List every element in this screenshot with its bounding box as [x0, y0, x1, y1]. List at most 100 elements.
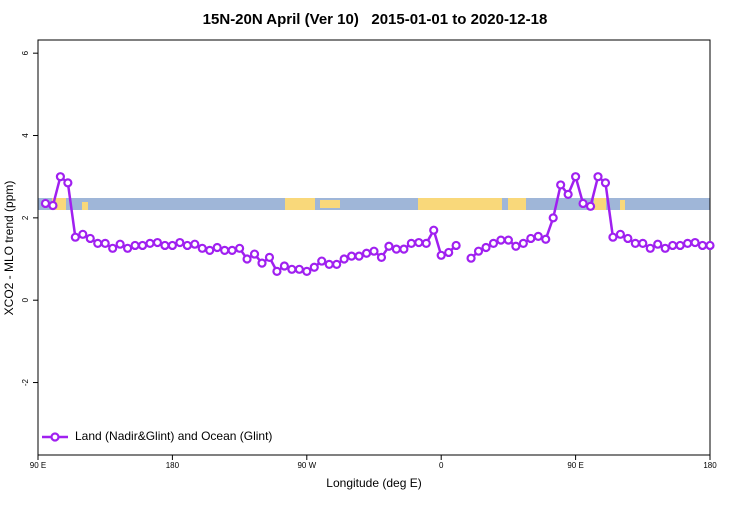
x-tick-label: 0: [439, 461, 444, 470]
point: [369, 246, 379, 256]
point: [541, 234, 551, 244]
point: [414, 237, 424, 248]
point: [302, 266, 312, 276]
point: [212, 242, 222, 253]
point: [130, 240, 140, 251]
point: [93, 238, 103, 248]
point: [444, 247, 454, 258]
point: [115, 239, 125, 249]
point: [294, 264, 304, 274]
point: [85, 233, 95, 244]
point: [429, 225, 439, 235]
point: [55, 172, 66, 182]
point: [675, 240, 685, 251]
legend-marker: [50, 432, 60, 442]
point: [287, 264, 297, 274]
land-ocean-strip: [38, 198, 710, 210]
point: [100, 238, 110, 248]
point: [361, 248, 372, 258]
ocean-band: [38, 198, 710, 210]
point: [137, 240, 148, 251]
point: [638, 238, 648, 248]
point: [481, 242, 491, 253]
land-patch: [418, 198, 502, 210]
point: [421, 238, 431, 248]
point: [600, 178, 611, 188]
point: [324, 259, 334, 269]
point: [653, 239, 663, 249]
point: [608, 232, 618, 242]
point: [235, 243, 245, 253]
point: [436, 250, 446, 260]
point: [451, 240, 461, 251]
point: [578, 198, 588, 209]
point: [496, 235, 506, 245]
point: [40, 198, 51, 209]
land-patch: [508, 198, 526, 210]
point: [399, 244, 409, 254]
point: [645, 243, 655, 253]
x-tick-label: 90 E: [567, 461, 583, 470]
point: [182, 240, 192, 251]
point: [220, 245, 230, 255]
point: [705, 240, 715, 251]
point: [227, 245, 237, 255]
land-patch: [82, 202, 88, 210]
point: [190, 239, 200, 249]
point: [354, 251, 364, 261]
point: [317, 256, 327, 266]
point: [264, 252, 275, 262]
land-patch: [620, 200, 625, 210]
land-patch: [594, 198, 606, 210]
point: [48, 200, 58, 211]
point: [511, 241, 521, 251]
point: [376, 252, 387, 262]
point: [518, 238, 528, 248]
point: [167, 240, 177, 251]
y-axis-label: XCO2 - MLO trend (ppm): [2, 181, 16, 316]
point: [384, 241, 394, 251]
point: [615, 229, 626, 239]
point: [70, 232, 80, 242]
point: [391, 244, 401, 254]
point: [570, 172, 581, 182]
y-tick-label: 2: [21, 215, 30, 220]
point: [242, 254, 252, 264]
chart-title: 15N-20N April (Ver 10) 2015-01-01 to 202…: [203, 11, 548, 28]
point: [347, 251, 357, 261]
point: [593, 172, 603, 182]
x-tick-label: 180: [703, 461, 717, 470]
point: [623, 233, 633, 244]
land-patch: [320, 200, 340, 208]
point: [533, 231, 543, 241]
point: [63, 178, 73, 188]
point: [257, 258, 267, 268]
point: [279, 261, 289, 271]
y-tick-label: 4: [21, 133, 30, 138]
point: [108, 243, 118, 253]
x-axis-label: Longitude (deg E): [326, 476, 421, 490]
y-tick-label: 0: [21, 297, 30, 302]
point: [503, 235, 513, 245]
point: [556, 180, 566, 190]
y-tick-label: -2: [21, 378, 30, 386]
point: [197, 243, 207, 253]
x-tick-label: 180: [166, 461, 180, 470]
point: [668, 240, 678, 251]
point: [488, 238, 499, 248]
point: [145, 238, 155, 248]
x-tick-label: 90 E: [30, 461, 46, 470]
point: [122, 243, 133, 253]
point: [272, 266, 282, 276]
point: [630, 238, 640, 248]
legend-label: Land (Nadir&Glint) and Ocean (Glint): [75, 429, 272, 443]
point: [585, 201, 596, 211]
point: [175, 237, 185, 248]
point: [466, 253, 476, 263]
point: [526, 233, 536, 244]
point: [78, 229, 88, 239]
point: [563, 189, 573, 199]
point: [160, 240, 170, 251]
point: [249, 249, 260, 259]
